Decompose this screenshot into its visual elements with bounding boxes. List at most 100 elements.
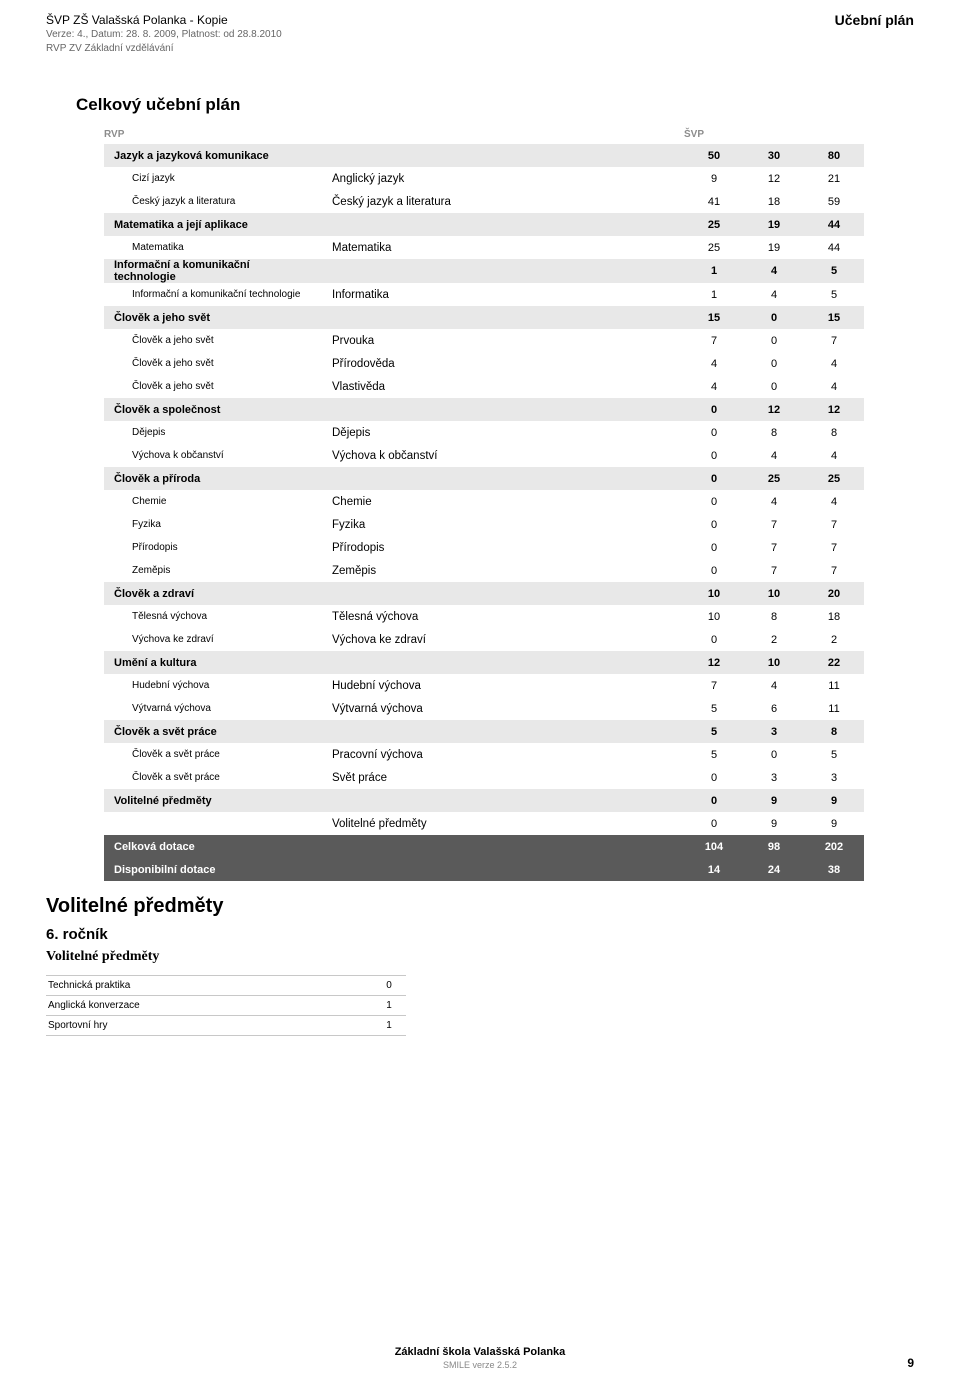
table-row: Člověk a společnost01212: [104, 398, 864, 421]
row-value: 44: [804, 219, 864, 231]
row-value: 9: [744, 818, 804, 830]
row-value: 18: [804, 611, 864, 623]
thead-svp: ŠVP: [654, 129, 864, 140]
row-value: 3: [804, 772, 864, 784]
row-value: 4: [744, 496, 804, 508]
row-value: 0: [684, 450, 744, 462]
row-value: 4: [804, 450, 864, 462]
optional-value: 1: [374, 1020, 404, 1031]
row-value: 8: [744, 427, 804, 439]
page-header: ŠVP ZŠ Valašská Polanka - Kopie Verze: 4…: [46, 12, 914, 55]
row-label-svp: Matematika: [332, 242, 684, 254]
row-value: 22: [804, 657, 864, 669]
row-value: 25: [804, 473, 864, 485]
row-value: 4: [684, 381, 744, 393]
optional-name: Technická praktika: [48, 980, 374, 991]
row-value: 9: [744, 795, 804, 807]
row-label-rvp: Dějepis: [104, 427, 332, 438]
row-label-rvp: Český jazyk a literatura: [104, 196, 332, 207]
row-label-svp: Vlastivěda: [332, 381, 684, 393]
row-value: 0: [684, 542, 744, 554]
row-value: 5: [684, 703, 744, 715]
row-value: 41: [684, 196, 744, 208]
row-value: 0: [684, 473, 744, 485]
row-value: 11: [804, 703, 864, 715]
row-value: 19: [744, 242, 804, 254]
row-value: 80: [804, 150, 864, 162]
header-right-title: Učební plán: [835, 12, 914, 28]
row-label-rvp: Fyzika: [104, 519, 332, 530]
row-label-rvp: Celková dotace: [104, 841, 314, 853]
row-label-rvp: Výtvarná výchova: [104, 703, 332, 714]
row-value: 0: [684, 565, 744, 577]
row-value: 4: [804, 358, 864, 370]
row-value: 0: [744, 749, 804, 761]
table-row: Člověk a jeho svět15015: [104, 306, 864, 329]
table-row: Volitelné předměty099: [104, 789, 864, 812]
table-head: RVP ŠVP: [104, 125, 864, 144]
row-value: 4: [684, 358, 744, 370]
row-value: 44: [804, 242, 864, 254]
row-value: 12: [744, 173, 804, 185]
header-version: Verze: 4., Datum: 28. 8. 2009, Platnost:…: [46, 28, 282, 42]
row-value: 7: [744, 542, 804, 554]
row-label-svp: Volitelné předměty: [332, 818, 684, 830]
row-value: 12: [744, 404, 804, 416]
row-value: 98: [744, 841, 804, 853]
table-row: Hudební výchovaHudební výchova7411: [104, 674, 864, 697]
row-label-svp: Anglický jazyk: [332, 173, 684, 185]
row-value: 20: [804, 588, 864, 600]
row-value: 5: [684, 749, 744, 761]
row-label-rvp: Člověk a zdraví: [104, 588, 314, 600]
row-label-rvp: Cizí jazyk: [104, 173, 332, 184]
row-label-svp: Chemie: [332, 496, 684, 508]
table-row: Člověk a příroda02525: [104, 467, 864, 490]
row-value: 0: [684, 404, 744, 416]
row-value: 5: [684, 726, 744, 738]
row-value: 9: [684, 173, 744, 185]
row-value: 14: [684, 864, 744, 876]
table-row: Celková dotace10498202: [104, 835, 864, 858]
row-value: 9: [804, 795, 864, 807]
table-row: ChemieChemie044: [104, 490, 864, 513]
table-row: Výchova k občanstvíVýchova k občanství04…: [104, 444, 864, 467]
table-row: Člověk a jeho světPřírodověda404: [104, 352, 864, 375]
row-label-svp: Zeměpis: [332, 565, 684, 577]
row-label-rvp: Chemie: [104, 496, 332, 507]
table-row: Cizí jazykAnglický jazyk91221: [104, 167, 864, 190]
row-label-svp: Informatika: [332, 289, 684, 301]
row-label-svp: Dějepis: [332, 427, 684, 439]
table-row: Člověk a svět práce538: [104, 720, 864, 743]
row-value: 25: [684, 242, 744, 254]
row-value: 12: [804, 404, 864, 416]
header-rvp: RVP ZV Základní vzdělávání: [46, 42, 282, 56]
row-value: 0: [684, 496, 744, 508]
table-row: Umění a kultura121022: [104, 651, 864, 674]
row-value: 0: [684, 634, 744, 646]
table-row: Volitelné předměty099: [104, 812, 864, 835]
row-value: 10: [684, 611, 744, 623]
row-label-svp: Výchova k občanství: [332, 450, 684, 462]
row-value: 7: [744, 565, 804, 577]
optional-subjects-table: Technická praktika0Anglická konverzace1S…: [46, 975, 406, 1036]
row-value: 9: [804, 818, 864, 830]
row-value: 5: [804, 289, 864, 301]
table-row: Výtvarná výchovaVýtvarná výchova5611: [104, 697, 864, 720]
row-value: 7: [684, 335, 744, 347]
table-row: FyzikaFyzika077: [104, 513, 864, 536]
row-value: 3: [744, 772, 804, 784]
row-value: 15: [684, 312, 744, 324]
row-label-svp: Tělesná výchova: [332, 611, 684, 623]
table-row: Člověk a jeho světPrvouka707: [104, 329, 864, 352]
row-label-svp: Přírodopis: [332, 542, 684, 554]
row-value: 12: [684, 657, 744, 669]
table-row: DějepisDějepis088: [104, 421, 864, 444]
row-label-rvp: Člověk a jeho svět: [104, 358, 332, 369]
row-value: 10: [744, 657, 804, 669]
table-row: Člověk a jeho světVlastivěda404: [104, 375, 864, 398]
row-value: 202: [804, 841, 864, 853]
row-label-rvp: Jazyk a jazyková komunikace: [104, 150, 314, 162]
optional-row: Anglická konverzace1: [46, 995, 406, 1015]
row-value: 6: [744, 703, 804, 715]
row-label-svp: Prvouka: [332, 335, 684, 347]
